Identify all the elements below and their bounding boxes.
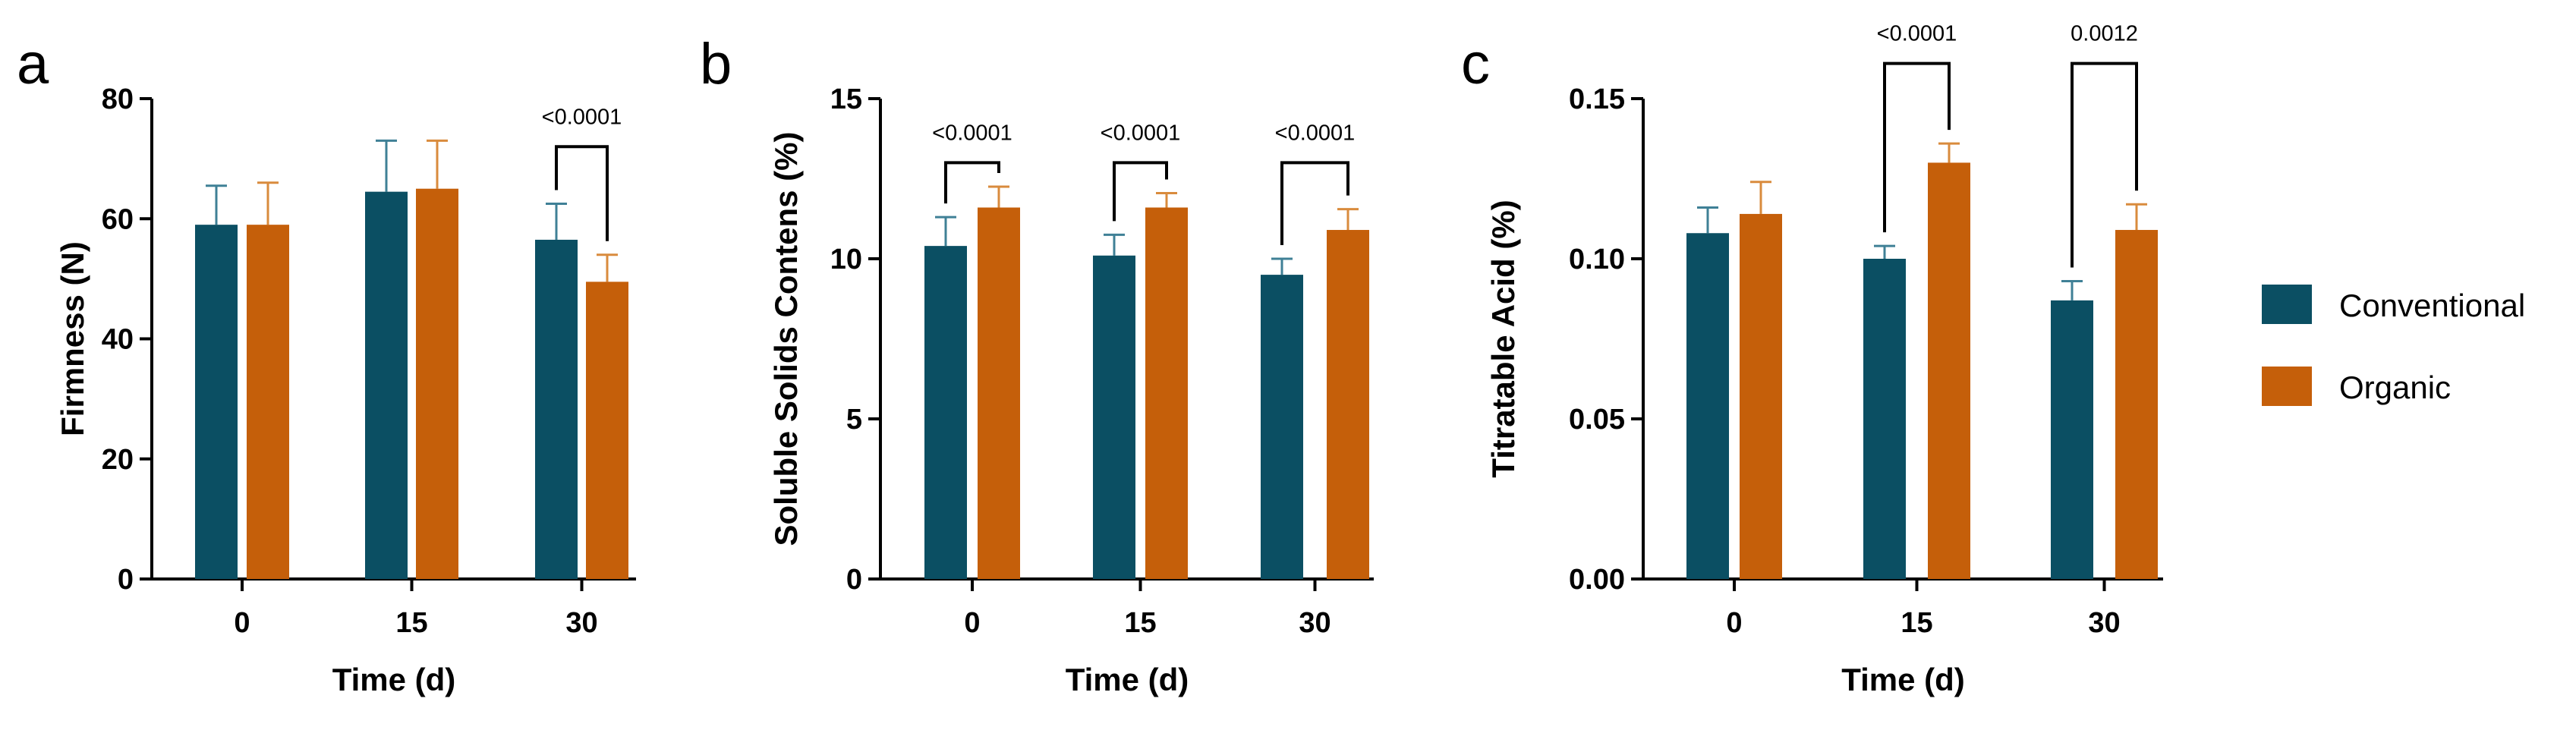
bar-conventional bbox=[535, 239, 578, 579]
significance-bracket bbox=[1883, 61, 1951, 233]
y-tick-label: 20 bbox=[102, 444, 134, 476]
bar-conventional bbox=[2051, 300, 2093, 579]
bar-conventional bbox=[1261, 275, 1303, 579]
significance-bracket bbox=[1113, 161, 1168, 222]
x-axis-title: Time (d) bbox=[1841, 662, 1965, 697]
bar-organic bbox=[1327, 230, 1369, 579]
bar-conventional bbox=[1863, 259, 1906, 579]
y-tick-label: 0 bbox=[118, 564, 134, 596]
y-tick-label: 15 bbox=[830, 83, 862, 115]
panel-letter: c bbox=[1461, 32, 1490, 96]
y-axis-title: Soluble Solids Contens (%) bbox=[768, 131, 804, 546]
x-tick-label: 30 bbox=[1299, 607, 1331, 639]
significance-label: <0.0001 bbox=[1101, 121, 1181, 145]
x-tick-label: 30 bbox=[2088, 607, 2120, 639]
bar-conventional bbox=[1093, 255, 1135, 579]
x-tick-label: 0 bbox=[234, 607, 250, 639]
bar-organic bbox=[2115, 230, 2158, 579]
legend-swatch bbox=[2262, 285, 2312, 324]
significance-bracket bbox=[944, 161, 1000, 204]
y-tick-label: 10 bbox=[830, 244, 862, 275]
bar-organic bbox=[247, 225, 289, 579]
y-tick-label: 5 bbox=[846, 404, 862, 436]
x-tick-label: 15 bbox=[395, 607, 427, 639]
bar-organic bbox=[1928, 162, 1970, 579]
y-tick-label: 80 bbox=[102, 83, 134, 115]
y-tick-label: 0.05 bbox=[1569, 404, 1625, 436]
y-tick-label: 0.00 bbox=[1569, 564, 1625, 596]
bar-organic bbox=[978, 207, 1020, 579]
significance-bracket bbox=[1280, 161, 1349, 245]
panel-letter: a bbox=[17, 32, 49, 96]
panel-letter: b bbox=[700, 32, 732, 96]
bar-conventional bbox=[195, 225, 238, 579]
significance-bracket bbox=[555, 145, 609, 241]
x-axis-title: Time (d) bbox=[1066, 662, 1189, 697]
x-tick-label: 15 bbox=[1124, 607, 1156, 639]
chart-panel-c: c 0.00 0.05 0.10 0.15 Titratable Acid (%) 0 15 3… bbox=[1461, 22, 2163, 697]
y-tick-label: 0.10 bbox=[1569, 244, 1625, 275]
significance-label: <0.0001 bbox=[1877, 22, 1957, 46]
y-tick-label: 60 bbox=[102, 203, 134, 235]
x-tick-label: 0 bbox=[964, 607, 980, 639]
bar-organic bbox=[586, 282, 628, 579]
significance-label: <0.0001 bbox=[542, 105, 622, 129]
chart-panel-a: a 0 20 40 60 80 Firmness (N) 0 15 30 Time (d) <0.00… bbox=[17, 32, 636, 697]
legend: Conventional Organic bbox=[2262, 285, 2525, 406]
y-axis-title: Firmness (N) bbox=[55, 241, 90, 436]
significance-bracket bbox=[2071, 61, 2138, 268]
bar-organic bbox=[1740, 213, 1782, 579]
y-axis-title: Titratable Acid (%) bbox=[1485, 200, 1521, 477]
bar-conventional bbox=[1686, 233, 1729, 579]
significance-label: <0.0001 bbox=[932, 121, 1012, 145]
legend-label: Conventional bbox=[2339, 288, 2525, 323]
y-tick-label: 0 bbox=[846, 564, 862, 596]
bar-conventional bbox=[365, 191, 408, 580]
y-tick-label: 40 bbox=[102, 324, 134, 356]
x-tick-label: 15 bbox=[1901, 607, 1932, 639]
significance-label: <0.0001 bbox=[1275, 121, 1356, 145]
bar-organic bbox=[416, 188, 458, 579]
y-tick-label: 0.15 bbox=[1569, 83, 1625, 115]
x-tick-label: 0 bbox=[1726, 607, 1742, 639]
bar-conventional bbox=[924, 246, 967, 579]
legend-swatch bbox=[2262, 367, 2312, 406]
bar-organic bbox=[1145, 207, 1188, 579]
legend-label: Organic bbox=[2339, 370, 2451, 405]
significance-label: 0.0012 bbox=[2071, 22, 2138, 46]
x-tick-label: 30 bbox=[565, 607, 597, 639]
chart-panel-b: b 0 5 10 15 Soluble Solids Contens (%) 0 15 30 Ti… bbox=[700, 32, 1374, 697]
x-axis-title: Time (d) bbox=[332, 662, 456, 697]
